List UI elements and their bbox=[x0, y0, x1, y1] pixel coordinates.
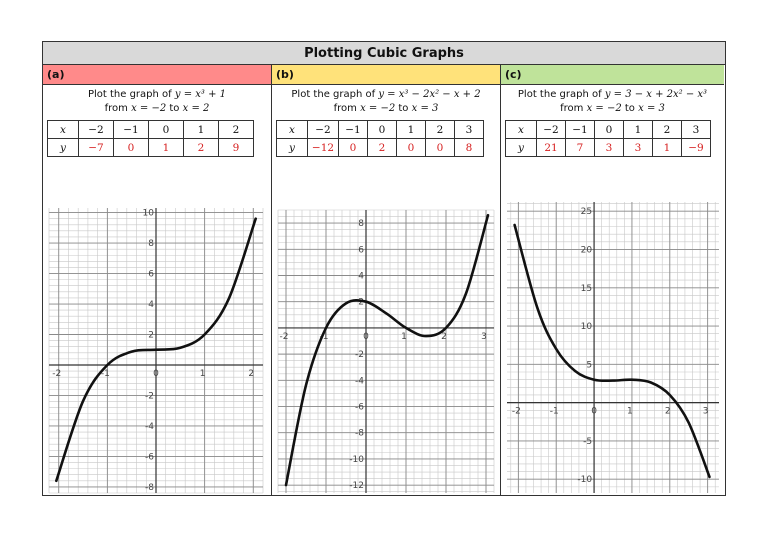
y-cell: 8 bbox=[454, 138, 484, 157]
x-tick-label: 1 bbox=[627, 407, 633, 417]
x-cell: −1 bbox=[113, 120, 149, 139]
y-row: y −12 0 2 0 0 8 bbox=[276, 138, 484, 157]
y-tick-label: -8 bbox=[355, 429, 364, 439]
range-to: x = 3 bbox=[638, 103, 665, 114]
x-tick-label: 0 bbox=[153, 369, 159, 379]
y-tick-label: 4 bbox=[148, 300, 154, 310]
grid bbox=[507, 202, 719, 493]
y-tick-label: 2 bbox=[358, 298, 364, 308]
y-tick-label: -12 bbox=[349, 481, 364, 491]
panel-c-question: Plot the graph of y = 3 − x + 2x² − x³ f… bbox=[501, 88, 724, 116]
x-row: x −2 −1 0 1 2 3 bbox=[505, 120, 711, 139]
range-from: x = −2 bbox=[360, 103, 396, 114]
prompt-text: Plot the graph of bbox=[87, 89, 172, 100]
y-tick-label: -8 bbox=[145, 483, 154, 493]
x-tick-label: 3 bbox=[703, 407, 709, 417]
y-tick-label: -2 bbox=[145, 391, 154, 401]
x-tick-label: -2 bbox=[280, 332, 289, 342]
x-tick-label: -1 bbox=[550, 407, 559, 417]
y-tick-label: -5 bbox=[583, 437, 592, 447]
panel-b: (b) Plot the graph of y = x³ − 2x² − x +… bbox=[271, 65, 500, 495]
y-tick-label: 2 bbox=[148, 330, 154, 340]
equation: y = x³ − 2x² − x + 2 bbox=[378, 89, 481, 100]
cubic-curve bbox=[55, 217, 257, 483]
to-text: to bbox=[398, 103, 409, 114]
y-tick-label: -6 bbox=[355, 403, 364, 413]
x-cell: −1 bbox=[565, 120, 595, 139]
panel-b-header: (b) bbox=[272, 65, 500, 85]
page-title: Plotting Cubic Graphs bbox=[43, 42, 725, 65]
x-tick-label: -1 bbox=[320, 332, 329, 342]
x-tick-label: -2 bbox=[52, 369, 61, 379]
x-tick-label: 3 bbox=[481, 332, 487, 342]
range-from: x = −2 bbox=[131, 103, 167, 114]
from-text: from bbox=[560, 103, 584, 114]
y-cell: 2 bbox=[367, 138, 397, 157]
cubic-curve bbox=[513, 223, 711, 479]
x-tick-label: 1 bbox=[200, 369, 206, 379]
x-tick-label: 2 bbox=[248, 369, 254, 379]
prompt-text: Plot the graph of bbox=[291, 89, 376, 100]
x-cell: 3 bbox=[681, 120, 711, 139]
y-cell: 0 bbox=[113, 138, 149, 157]
y-tick-label: 5 bbox=[586, 360, 592, 370]
panel-a-header: (a) bbox=[43, 65, 271, 85]
x-tick-label: 2 bbox=[441, 332, 447, 342]
y-tick-label: 8 bbox=[148, 239, 154, 249]
panel-a: (a) Plot the graph of y = x³ + 1 from x … bbox=[43, 65, 271, 495]
y-tick-label: -10 bbox=[577, 475, 592, 485]
y-cell: −12 bbox=[307, 138, 339, 157]
prompt-text: Plot the graph of bbox=[517, 89, 602, 100]
y-tick-label: 15 bbox=[581, 284, 592, 294]
range-to: x = 3 bbox=[411, 103, 439, 114]
equation: y = 3 − x + 2x² − x³ bbox=[604, 89, 708, 100]
x-tick-label: 1 bbox=[401, 332, 407, 342]
values-table: x −2 −1 0 1 2 y −7 0 1 2 9 bbox=[47, 120, 254, 157]
values-table: x −2 −1 0 1 2 3 y 21 7 3 3 1 −9 bbox=[505, 120, 711, 157]
y-tick-label: -4 bbox=[355, 376, 364, 386]
x-tick-label: 0 bbox=[591, 407, 597, 417]
from-text: from bbox=[333, 103, 357, 114]
x-row: x −2 −1 0 1 2 bbox=[47, 120, 254, 139]
range-to: x = 2 bbox=[182, 103, 210, 114]
range-from: x = −2 bbox=[586, 103, 622, 114]
y-header: y bbox=[276, 138, 308, 157]
y-cell: −9 bbox=[681, 138, 711, 157]
panel-c-header: (c) bbox=[501, 65, 724, 85]
y-tick-label: 6 bbox=[358, 245, 364, 255]
grid bbox=[277, 209, 495, 493]
panel-a-question: Plot the graph of y = x³ + 1 from x = −2… bbox=[43, 88, 271, 116]
panel-b-question: Plot the graph of y = x³ − 2x² − x + 2 f… bbox=[272, 88, 500, 116]
cubic-curve bbox=[284, 213, 490, 487]
x-tick-label: -2 bbox=[512, 407, 521, 417]
y-tick-label: -2 bbox=[355, 350, 364, 360]
x-tick-label: 2 bbox=[665, 407, 671, 417]
x-tick-label: -1 bbox=[101, 369, 110, 379]
y-tick-label: -6 bbox=[145, 452, 154, 462]
to-text: to bbox=[169, 103, 180, 114]
from-text: from bbox=[104, 103, 128, 114]
y-tick-label: 4 bbox=[358, 272, 364, 282]
equation: y = x³ + 1 bbox=[174, 89, 227, 100]
to-text: to bbox=[624, 103, 635, 114]
y-row: y −7 0 1 2 9 bbox=[47, 138, 254, 157]
y-tick-label: 8 bbox=[358, 219, 364, 229]
y-tick-label: 10 bbox=[143, 209, 155, 219]
y-tick-label: 25 bbox=[581, 207, 592, 217]
x-cell: 2 bbox=[218, 120, 254, 139]
y-tick-label: 6 bbox=[148, 270, 154, 280]
y-tick-label: 10 bbox=[581, 322, 593, 332]
y-cell: 9 bbox=[218, 138, 254, 157]
y-tick-label: -10 bbox=[349, 455, 364, 465]
x-tick-label: 0 bbox=[363, 332, 369, 342]
values-table: x −2 −1 0 1 2 3 y −12 0 2 0 0 8 bbox=[276, 120, 484, 157]
y-tick-label: 20 bbox=[581, 245, 593, 255]
y-row: y 21 7 3 3 1 −9 bbox=[505, 138, 711, 157]
worksheet: Plotting Cubic Graphs (a) Plot the graph… bbox=[42, 41, 726, 496]
panel-c: (c) Plot the graph of y = 3 − x + 2x² − … bbox=[500, 65, 724, 495]
y-tick-label: -4 bbox=[145, 422, 154, 432]
